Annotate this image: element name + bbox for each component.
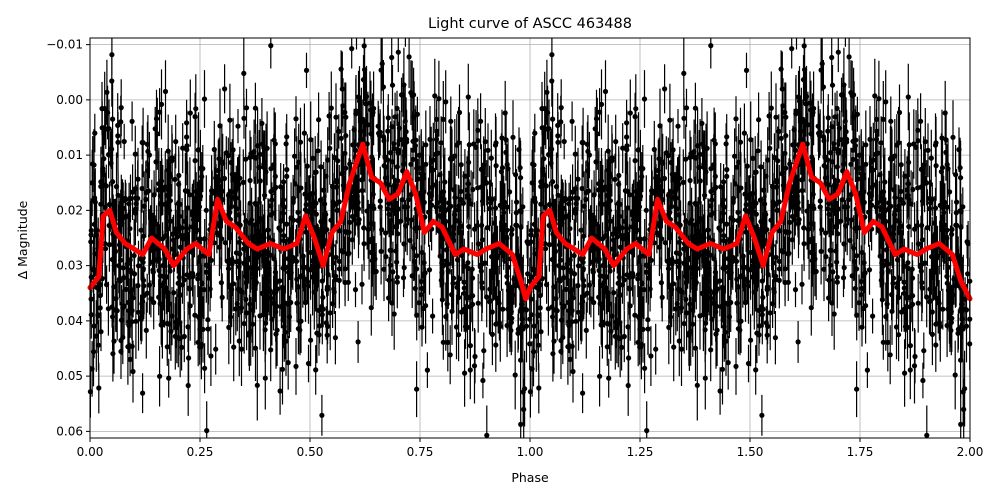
y-axis-ticks: −0.01 0.00 0.01 0.02 0.03 0.04 0.05 0.06 <box>46 38 90 438</box>
x-tick-label: 1.50 <box>737 445 764 459</box>
y-tick-label: 0.01 <box>56 148 83 162</box>
binned-mean-curve <box>87 141 973 302</box>
y-axis-label: Δ Magnitude <box>15 200 30 279</box>
y-tick-label: 0.03 <box>56 259 83 273</box>
x-tick-label: 2.00 <box>957 445 984 459</box>
x-tick-label: 0.25 <box>187 445 214 459</box>
x-tick-label: 0.50 <box>297 445 324 459</box>
y-tick-label: −0.01 <box>46 38 83 52</box>
y-tick-label: 0.02 <box>56 203 83 217</box>
x-axis-label: Phase <box>511 470 549 485</box>
y-tick-label: 0.05 <box>56 369 83 383</box>
chart-title: Light curve of ASCC 463488 <box>428 16 632 32</box>
y-tick-label: 0.00 <box>56 93 83 107</box>
x-tick-label: 0.00 <box>77 445 104 459</box>
x-tick-label: 1.00 <box>517 445 544 459</box>
y-tick-label: 0.06 <box>56 424 83 438</box>
y-tick-label: 0.04 <box>56 314 83 328</box>
x-tick-label: 1.25 <box>627 445 654 459</box>
x-axis-ticks: 0.00 0.25 0.50 0.75 1.00 1.25 1.50 1.75 2.00 <box>77 438 984 459</box>
x-tick-label: 1.75 <box>847 445 874 459</box>
x-tick-label: 0.75 <box>407 445 434 459</box>
